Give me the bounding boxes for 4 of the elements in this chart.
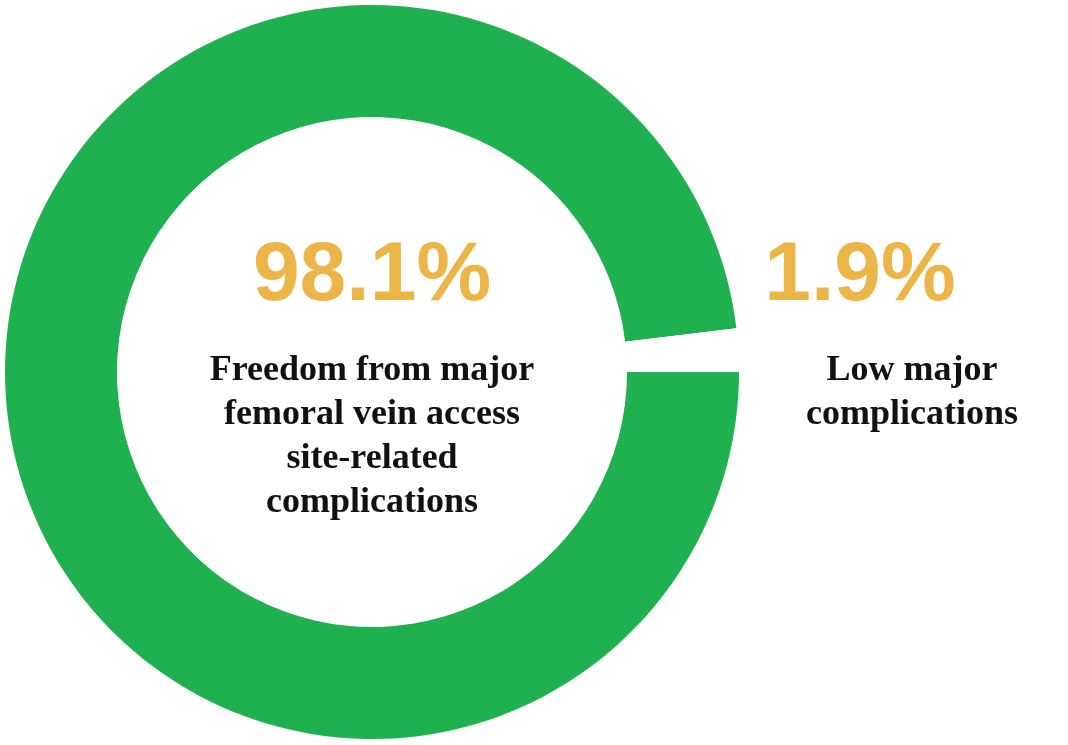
slice-label: Freedom from major femoral vein access site-related complications xyxy=(209,348,535,520)
data-label: 98.1% xyxy=(252,224,492,318)
slice-label: Low major complications xyxy=(806,348,1018,432)
data-label: 1.9% xyxy=(764,224,956,318)
